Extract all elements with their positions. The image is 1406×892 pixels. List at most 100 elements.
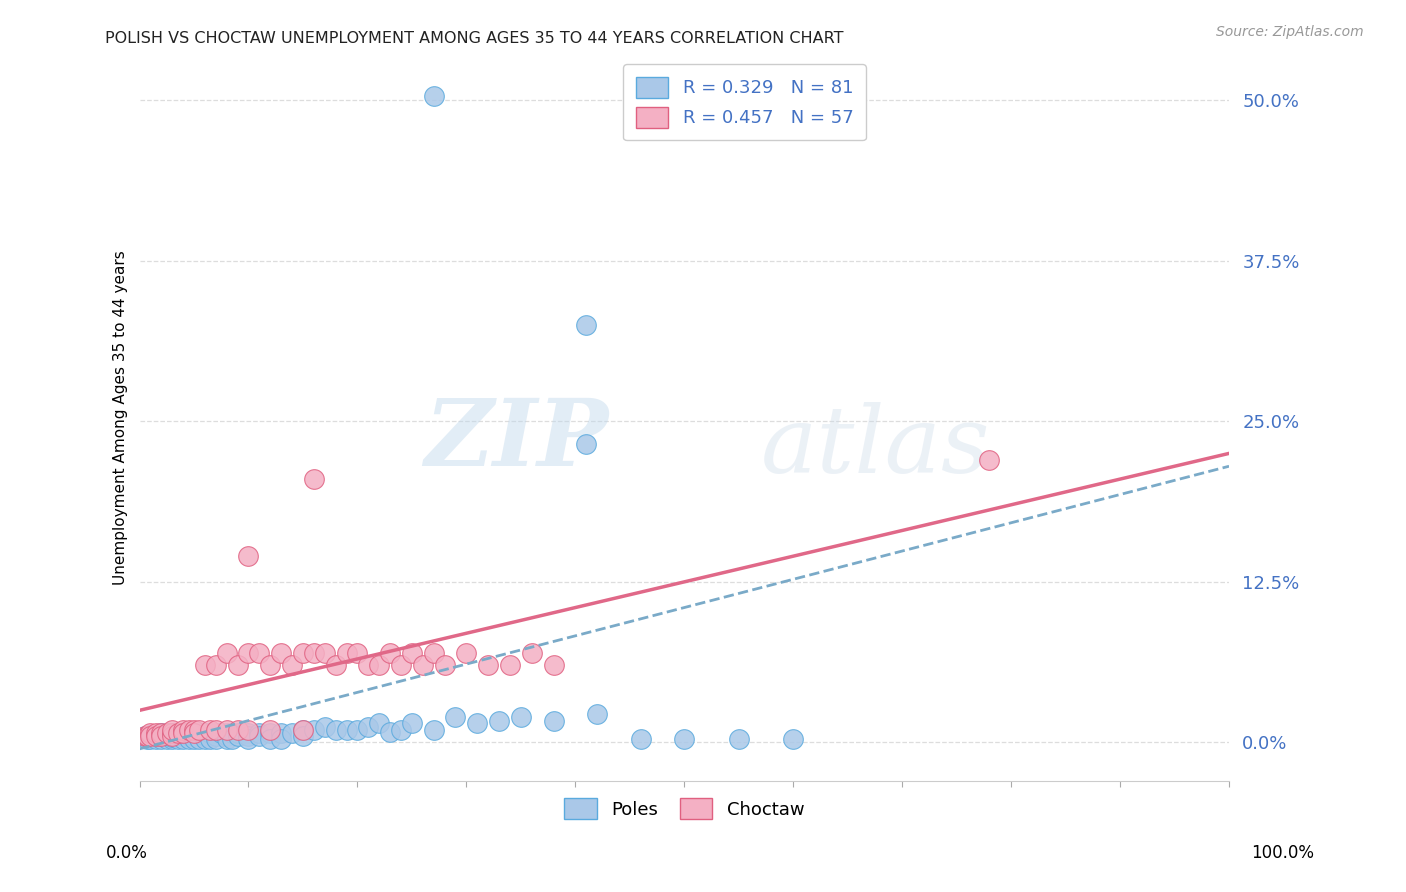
Point bbox=[477, 658, 499, 673]
Point bbox=[150, 731, 173, 746]
Point bbox=[575, 318, 598, 332]
Point bbox=[166, 731, 188, 746]
Text: 0.0%: 0.0% bbox=[105, 844, 148, 862]
Point bbox=[281, 726, 304, 740]
Point bbox=[160, 729, 183, 743]
Point bbox=[156, 726, 179, 740]
Point bbox=[401, 646, 423, 660]
Point bbox=[281, 658, 304, 673]
Point bbox=[259, 658, 281, 673]
Point bbox=[357, 658, 380, 673]
Point bbox=[160, 731, 183, 746]
Point bbox=[177, 729, 200, 743]
Point bbox=[156, 729, 179, 743]
Point bbox=[166, 726, 188, 740]
Point bbox=[325, 723, 347, 737]
Point bbox=[204, 726, 226, 740]
Point bbox=[134, 729, 156, 743]
Point bbox=[401, 716, 423, 731]
Point bbox=[183, 729, 205, 743]
Point bbox=[172, 729, 194, 743]
Point bbox=[200, 731, 222, 746]
Point bbox=[412, 658, 434, 673]
Point bbox=[782, 731, 804, 746]
Point bbox=[378, 725, 401, 739]
Point bbox=[586, 707, 609, 722]
Point bbox=[160, 726, 183, 740]
Point bbox=[200, 726, 222, 740]
Point bbox=[346, 723, 368, 737]
Point bbox=[247, 646, 270, 660]
Point bbox=[215, 726, 238, 740]
Point bbox=[226, 726, 249, 740]
Point bbox=[204, 729, 226, 743]
Point bbox=[215, 723, 238, 737]
Point bbox=[172, 731, 194, 746]
Point bbox=[136, 729, 159, 743]
Point bbox=[204, 723, 226, 737]
Point bbox=[575, 437, 598, 451]
Point bbox=[465, 716, 488, 731]
Point bbox=[160, 726, 183, 740]
Point bbox=[160, 729, 183, 743]
Point bbox=[259, 723, 281, 737]
Y-axis label: Unemployment Among Ages 35 to 44 years: Unemployment Among Ages 35 to 44 years bbox=[114, 251, 128, 585]
Point bbox=[200, 723, 222, 737]
Point bbox=[204, 658, 226, 673]
Point bbox=[335, 723, 357, 737]
Point bbox=[238, 549, 260, 564]
Point bbox=[194, 726, 217, 740]
Point bbox=[499, 658, 522, 673]
Point bbox=[314, 720, 336, 734]
Point bbox=[302, 723, 325, 737]
Point bbox=[145, 729, 167, 743]
Point bbox=[456, 646, 478, 660]
Point bbox=[238, 723, 260, 737]
Point bbox=[422, 89, 444, 103]
Point bbox=[136, 731, 159, 746]
Legend: Poles, Choctaw: Poles, Choctaw bbox=[557, 791, 811, 826]
Point bbox=[291, 723, 314, 737]
Point bbox=[215, 646, 238, 660]
Point bbox=[346, 646, 368, 660]
Point bbox=[188, 731, 211, 746]
Point bbox=[520, 646, 543, 660]
Point bbox=[270, 731, 292, 746]
Point bbox=[139, 726, 162, 740]
Point bbox=[259, 731, 281, 746]
Point bbox=[183, 731, 205, 746]
Point bbox=[183, 726, 205, 740]
Point bbox=[314, 646, 336, 660]
Point bbox=[139, 729, 162, 743]
Point bbox=[727, 731, 749, 746]
Point bbox=[145, 726, 167, 740]
Point bbox=[139, 728, 162, 742]
Point bbox=[302, 646, 325, 660]
Text: Source: ZipAtlas.com: Source: ZipAtlas.com bbox=[1216, 25, 1364, 39]
Point bbox=[630, 731, 652, 746]
Point bbox=[238, 731, 260, 746]
Text: POLISH VS CHOCTAW UNEMPLOYMENT AMONG AGES 35 TO 44 YEARS CORRELATION CHART: POLISH VS CHOCTAW UNEMPLOYMENT AMONG AGE… bbox=[105, 31, 844, 46]
Point bbox=[150, 729, 173, 743]
Point bbox=[291, 646, 314, 660]
Point bbox=[335, 646, 357, 660]
Point bbox=[172, 726, 194, 740]
Point bbox=[543, 714, 565, 728]
Point bbox=[378, 646, 401, 660]
Point bbox=[422, 723, 444, 737]
Point bbox=[291, 729, 314, 743]
Point bbox=[150, 726, 173, 740]
Point bbox=[433, 658, 456, 673]
Text: ZIP: ZIP bbox=[423, 395, 607, 485]
Point bbox=[226, 729, 249, 743]
Point bbox=[270, 726, 292, 740]
Point bbox=[221, 726, 243, 740]
Point bbox=[226, 723, 249, 737]
Point bbox=[221, 731, 243, 746]
Point bbox=[177, 723, 200, 737]
Point bbox=[160, 723, 183, 737]
Point bbox=[302, 472, 325, 486]
Point bbox=[139, 729, 162, 743]
Point bbox=[368, 658, 391, 673]
Point bbox=[194, 729, 217, 743]
